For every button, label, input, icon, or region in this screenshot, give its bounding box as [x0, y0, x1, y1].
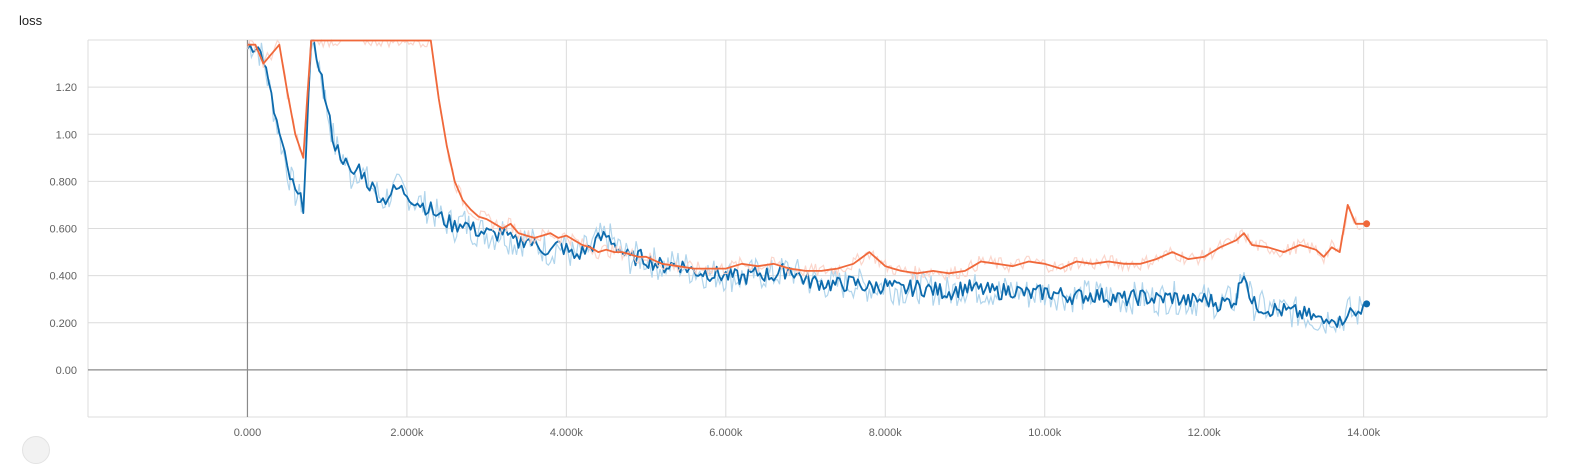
raw-series-1	[246, 38, 1362, 282]
grid-lines	[87, 39, 1548, 418]
y-tick-label: 0.200	[49, 318, 77, 330]
x-tick-label: 14.00k	[1347, 427, 1381, 439]
x-tick-label: 12.00k	[1188, 427, 1222, 439]
y-tick-label: 1.00	[56, 129, 77, 141]
smoothed-series-0	[246, 39, 1365, 328]
x-tick-label: 8.000k	[869, 427, 903, 439]
x-tick-label: 4.000k	[550, 427, 584, 439]
y-tick-label: 0.600	[49, 224, 77, 236]
x-tick-label: 2.000k	[390, 427, 424, 439]
last-point-marker-1	[1363, 220, 1371, 228]
x-tick-label: 6.000k	[709, 427, 743, 439]
last-point-marker-0	[1363, 300, 1371, 308]
x-tick-label: 10.00k	[1028, 427, 1062, 439]
smoothed-series-1	[247, 39, 1364, 275]
chart-title: loss	[19, 13, 43, 28]
y-tick-label: 0.00	[56, 365, 77, 377]
y-tick-label: 1.20	[56, 82, 77, 94]
loss-chart: 0.000 2.000k 4.000k 6.000k 8.000k 10.00k 12.00…	[49, 38, 1548, 439]
raw-series-0	[247, 40, 1363, 334]
y-tick-label: 0.400	[49, 271, 77, 283]
x-tick-label: 0.000	[234, 427, 262, 439]
expand-icon[interactable]	[22, 436, 50, 464]
y-tick-label: 0.800	[49, 176, 77, 188]
series-layer	[246, 38, 1371, 334]
axes	[88, 40, 1547, 417]
tick-labels: 0.000 2.000k 4.000k 6.000k 8.000k 10.00k 12.00…	[49, 82, 1380, 439]
